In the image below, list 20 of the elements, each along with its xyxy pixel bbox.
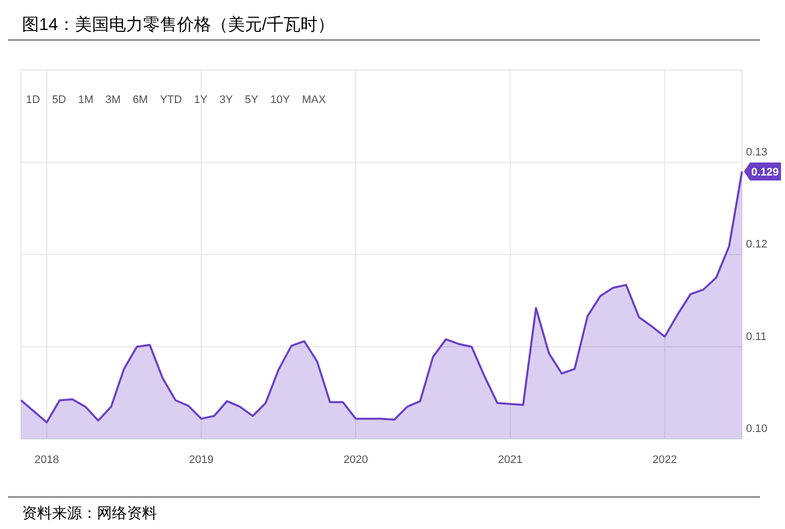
y-tick-label: 0.10 <box>746 423 768 435</box>
annotation: 5Y <box>244 94 260 106</box>
y-tick-label: 0.12 <box>746 238 768 250</box>
annotation: 3M <box>105 94 121 106</box>
annotation: 6M <box>132 94 148 106</box>
annotation: MAX <box>302 94 326 106</box>
annotation: 3Y <box>219 94 234 106</box>
y-tick-label: 0.13 <box>746 146 768 158</box>
annotation: 0.129 <box>751 166 779 178</box>
chart-title: 图14：美国电力零售价格（美元/千瓦时） <box>22 15 335 34</box>
annotation: 1Y <box>194 94 208 106</box>
annotation: 10Y <box>270 94 291 106</box>
annotation: YTD <box>160 94 182 106</box>
text: 资料来源：网络资料 <box>22 505 157 522</box>
y-tick-label: 0.11 <box>746 330 767 343</box>
value-tag: 0.129 <box>744 162 781 180</box>
annotation: 5D <box>52 94 66 106</box>
annotation: 1M <box>78 94 94 106</box>
axis-x: 2018 2019 2020 2021 2022 <box>34 454 677 466</box>
annotation: 1D <box>26 94 40 106</box>
